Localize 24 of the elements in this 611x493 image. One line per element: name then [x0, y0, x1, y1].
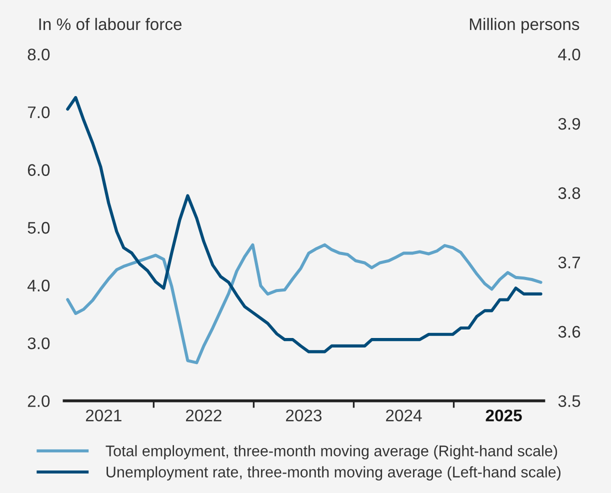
y-tick-label: 5.0: [28, 222, 50, 234]
y-tick-label: 4.0: [27, 280, 50, 292]
x-tick-label: 2021: [86, 410, 122, 422]
y2-axis-title: Million persons: [470, 18, 580, 34]
legend-label: Total employment, three-month moving average (Right-hand scale): [106, 445, 558, 460]
legend-label: Unemployment rate, three-month moving average (Left-hand scale): [106, 466, 560, 480]
y-tick-label: 7.0: [28, 106, 50, 118]
y-tick-label: 3.0: [28, 337, 50, 350]
x-tick-label: 2023: [286, 410, 322, 422]
y-tick-label: 6.0: [28, 164, 50, 176]
y2-tick-label: 4.0: [558, 48, 580, 60]
x-tick-label: 2025: [486, 410, 522, 422]
y-tick-label: 2.0: [28, 395, 50, 408]
y2-tick-label: 3.6: [558, 326, 580, 338]
line-series: [66, 96, 542, 354]
y2-tick-label: 3.7: [558, 256, 580, 268]
y-axis-title: In % of labour force: [39, 18, 182, 30]
x-tick-label: 2024: [386, 410, 422, 422]
y2-tick-label: 3.9: [558, 118, 580, 130]
x-tick-label: 2022: [186, 410, 222, 422]
line-series: [66, 243, 542, 364]
y2-tick-label: 3.8: [558, 187, 580, 200]
y-tick-label: 8.0: [28, 48, 50, 60]
y2-tick-label: 3.5: [558, 395, 580, 408]
